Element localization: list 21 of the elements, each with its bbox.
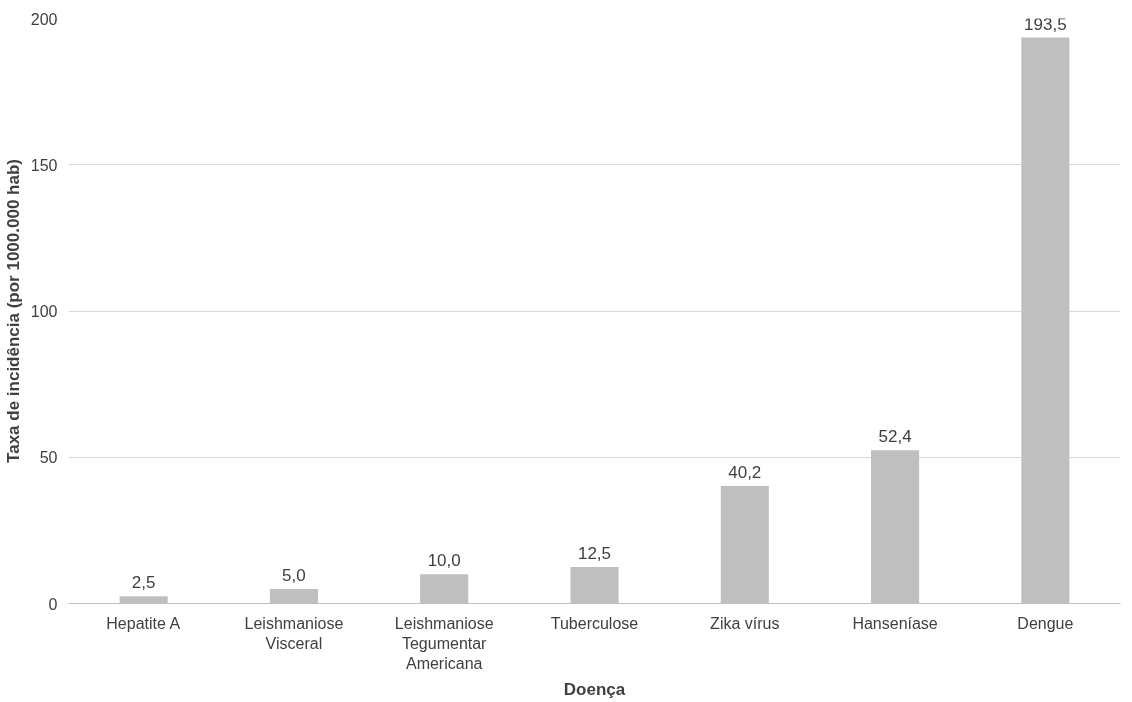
data-label: 52,4 (878, 427, 912, 447)
y-tick-label: 150 (30, 156, 58, 174)
x-axis-title: Doença (563, 680, 626, 700)
data-label: 5,0 (282, 565, 306, 585)
data-label: 40,2 (728, 462, 762, 482)
x-tick-label: Hanseníase (852, 614, 938, 632)
y-axis-title: Taxa de incidência (por 1000.000 hab) (3, 159, 23, 463)
x-tick-label: Dengue (1017, 614, 1074, 632)
y-tick-label: 0 (48, 595, 58, 613)
x-tick-label: Hepatite A (106, 614, 181, 632)
data-label: 12,5 (577, 543, 612, 563)
data-label: 193,5 (1024, 14, 1067, 34)
y-tick-label: 50 (39, 449, 58, 467)
y-tick-label: 100 (30, 303, 58, 320)
x-tick-label: Tuberculose (550, 614, 639, 632)
x-tick-label: Leishmaniose Visceral (244, 614, 344, 652)
x-tick-label: Zika vírus (710, 614, 780, 632)
x-tick-label: Leishmaniose Tegumentar Americana (394, 614, 494, 673)
data-label: 10,0 (427, 551, 461, 571)
y-tick-label: 200 (30, 10, 58, 28)
data-label: 2,5 (131, 573, 156, 593)
